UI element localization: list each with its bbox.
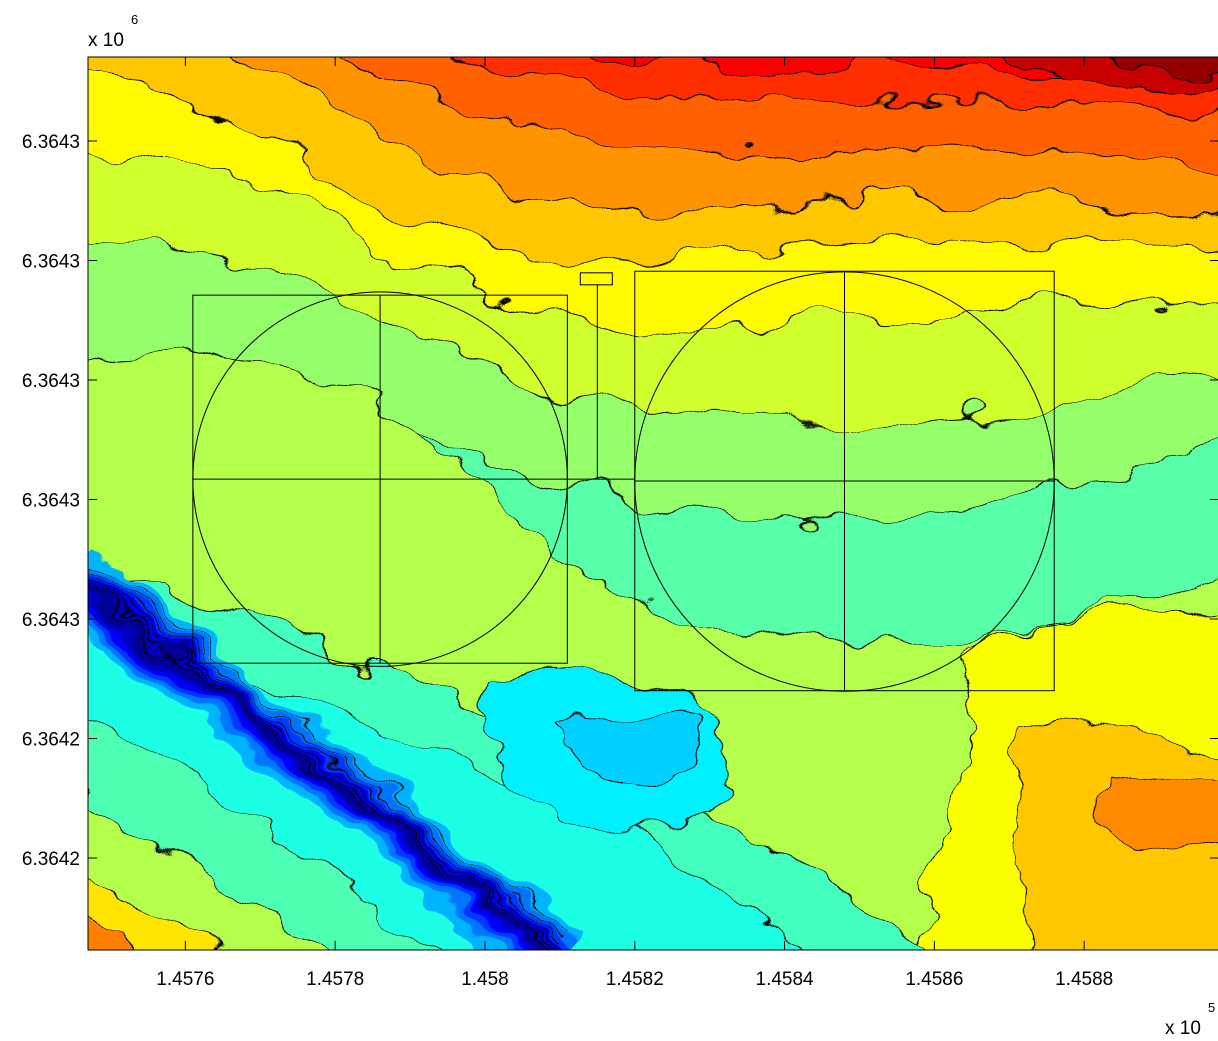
contour-bands — [0, 57, 1218, 1000]
y-tick-label: 6.3642 — [22, 730, 80, 751]
x-tick-label: 1.4576 — [156, 969, 214, 990]
trench-contour — [88, 584, 554, 950]
y-tick-label: 6.3643 — [22, 610, 80, 631]
overlay-shapes — [192, 270, 1055, 692]
contour-band — [0, 940, 100, 1000]
trench-contour — [88, 569, 561, 942]
x-tick-label: 1.4578 — [306, 969, 364, 990]
y-multiplier-label: x 10 — [88, 30, 124, 51]
connector-pipe-head — [579, 272, 613, 286]
plot-area — [0, 57, 1218, 1000]
contour-band — [559, 711, 706, 771]
contour-band — [1099, 777, 1218, 858]
x-tick-label: 1.4588 — [1055, 969, 1113, 990]
contour-band — [88, 922, 136, 950]
trench-contour — [88, 562, 561, 935]
trench-contour — [88, 580, 559, 950]
contour-band — [1009, 732, 1218, 950]
x-axis: 1.4576 1.4578 1.458 1.4582 1.4584 1.4586 1.458… — [156, 57, 1113, 990]
y-tick-label: 6.3643 — [22, 132, 80, 153]
x-tick-label: 1.4582 — [606, 969, 664, 990]
contour-band — [432, 57, 1218, 115]
plot-frame — [87, 56, 1218, 951]
x-multiplier-label: x 10 — [1165, 1018, 1201, 1039]
x-tick-label: 1.458 — [461, 969, 509, 990]
contour-band — [1136, 57, 1218, 85]
trench-band — [88, 584, 554, 950]
y-tick-label: 6.3643 — [22, 491, 80, 512]
y-tick-label: 6.3642 — [22, 849, 80, 870]
trench-contour — [88, 553, 561, 926]
x-multiplier-exponent: 5 — [1208, 1000, 1215, 1015]
right-circle — [634, 271, 1055, 692]
y-axis: 6.3643 6.3643 6.3643 6.3643 6.3643 6.3642 6.36… — [22, 132, 1218, 870]
x-tick-label: 1.4584 — [756, 969, 815, 990]
contour-band — [88, 866, 221, 950]
y-multiplier-exponent: 6 — [131, 12, 138, 27]
y-tick-label: 6.3643 — [22, 371, 80, 392]
x-tick-label: 1.4586 — [905, 969, 963, 990]
y-tick-label: 6.3643 — [22, 252, 80, 273]
trench-contour — [88, 575, 561, 948]
